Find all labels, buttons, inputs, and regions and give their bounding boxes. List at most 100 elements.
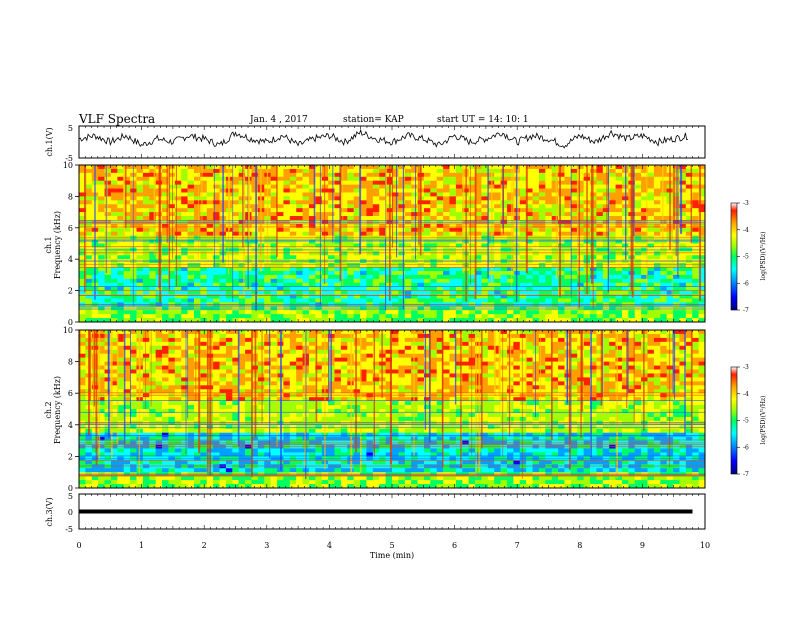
spectrogram-cell (679, 263, 686, 267)
spectrogram-cell (398, 200, 405, 204)
spectrogram-cell (488, 208, 495, 212)
ch1-waveform-panel: 5 -5 ch.1(V) (45, 124, 705, 163)
spectrogram-cell (200, 212, 207, 216)
spectrogram-cell (143, 189, 150, 193)
spectrogram-cell (526, 310, 533, 314)
spectrogram-cell (654, 196, 661, 200)
spectrogram-cell (558, 196, 565, 200)
spectrogram-cell (149, 334, 156, 338)
spectrogram-cell (449, 173, 456, 177)
spectrogram-cell (456, 244, 463, 248)
spectrogram-cell (571, 173, 578, 177)
spectrogram-cell (347, 208, 354, 212)
spectrogram-cell (315, 298, 322, 302)
spectrogram-cell (456, 200, 463, 204)
spectrogram-cell (136, 224, 143, 228)
spectrogram-cell (469, 251, 476, 255)
spectrogram-cell (398, 212, 405, 216)
spectrogram-cell (449, 181, 456, 185)
spectrogram-cell (539, 196, 546, 200)
spectrogram-cell (277, 244, 284, 248)
spectrogram-cell (188, 362, 195, 366)
spectrogram-cell (437, 224, 444, 228)
spectrogram-cell (398, 173, 405, 177)
spectrogram-cell (392, 271, 399, 275)
spectrogram-cell (149, 366, 156, 370)
spectrogram-cell (660, 334, 667, 338)
spectrogram-cell (309, 271, 316, 275)
spectrogram-cell (188, 314, 195, 318)
spectrogram-cell (635, 251, 642, 255)
spectrogram-cell (539, 185, 546, 189)
spectrogram-cell (366, 271, 373, 275)
spectrogram-cell (341, 251, 348, 255)
spectrogram-cell (347, 271, 354, 275)
spectrogram-cell (648, 228, 655, 232)
spectrogram-cell (398, 291, 405, 295)
spectrogram-cell (513, 314, 520, 318)
spectrogram-cell (207, 244, 214, 248)
spectrogram-cell (124, 314, 131, 318)
spectrogram-cell (488, 251, 495, 255)
spectrogram-cell (117, 169, 124, 173)
spectrogram-cell (213, 362, 220, 366)
spectrogram-cell (494, 255, 501, 259)
spectrogram-cell (622, 279, 629, 283)
spectrogram-cell (277, 310, 284, 314)
spectrogram-cell (616, 255, 623, 259)
spectrogram-streak (470, 165, 471, 285)
spectrogram-cell (117, 212, 124, 216)
spectrogram-cell (456, 291, 463, 295)
spectrogram-cell (194, 204, 201, 208)
spectrogram-cell (168, 354, 175, 358)
spectrogram-cell (456, 251, 463, 255)
spectrogram-streak (232, 165, 233, 302)
spectrogram-cell (501, 358, 508, 362)
spectrogram-cell (271, 314, 278, 318)
spectrogram-cell (405, 244, 412, 248)
spectrogram-cell (143, 185, 150, 189)
freq-tick-label: 10 (63, 161, 73, 170)
spectrogram-cell (105, 310, 112, 314)
spectrogram-cell (105, 169, 112, 173)
spectrogram-cell (149, 350, 156, 354)
spectrogram-cell (539, 358, 546, 362)
spectrogram-cell (609, 338, 616, 342)
spectrogram-cell (398, 334, 405, 338)
spectrogram-cell (283, 291, 290, 295)
spectrogram-cell (283, 224, 290, 228)
spectrogram-cell (494, 204, 501, 208)
spectrogram-cell (315, 271, 322, 275)
spectrogram-cell (296, 192, 303, 196)
spectrogram-cell (168, 350, 175, 354)
spectrogram-cell (571, 192, 578, 196)
spectrogram-cell (188, 346, 195, 350)
spectrogram-cell (437, 271, 444, 275)
spectrogram-cell (481, 255, 488, 259)
spectrogram-cell (296, 279, 303, 283)
spectrogram-cell (85, 177, 92, 181)
spectrogram-cell (577, 310, 584, 314)
spectrogram-cell (469, 244, 476, 248)
spectrogram-cell (501, 342, 508, 346)
spectrogram-cell (379, 314, 386, 318)
spectrogram-cell (507, 279, 514, 283)
spectrogram-cell (443, 298, 450, 302)
spectrogram-cell (539, 228, 546, 232)
spectrogram-cell (220, 338, 227, 342)
spectrogram-cell (654, 200, 661, 204)
spectrogram-cell (143, 338, 150, 342)
spectrogram-cell (692, 310, 699, 314)
spectrogram-cell (609, 204, 616, 208)
spectrogram-cell (136, 228, 143, 232)
spectrogram-cell (648, 263, 655, 267)
spectrogram-cell (296, 342, 303, 346)
spectrogram-cell (654, 251, 661, 255)
spectrogram-cell (430, 204, 437, 208)
spectrogram-cell (232, 310, 239, 314)
spectrogram-cell (609, 291, 616, 295)
spectrogram-cell (558, 342, 565, 346)
spectrogram-cell (398, 228, 405, 232)
spectrogram-cell (341, 196, 348, 200)
